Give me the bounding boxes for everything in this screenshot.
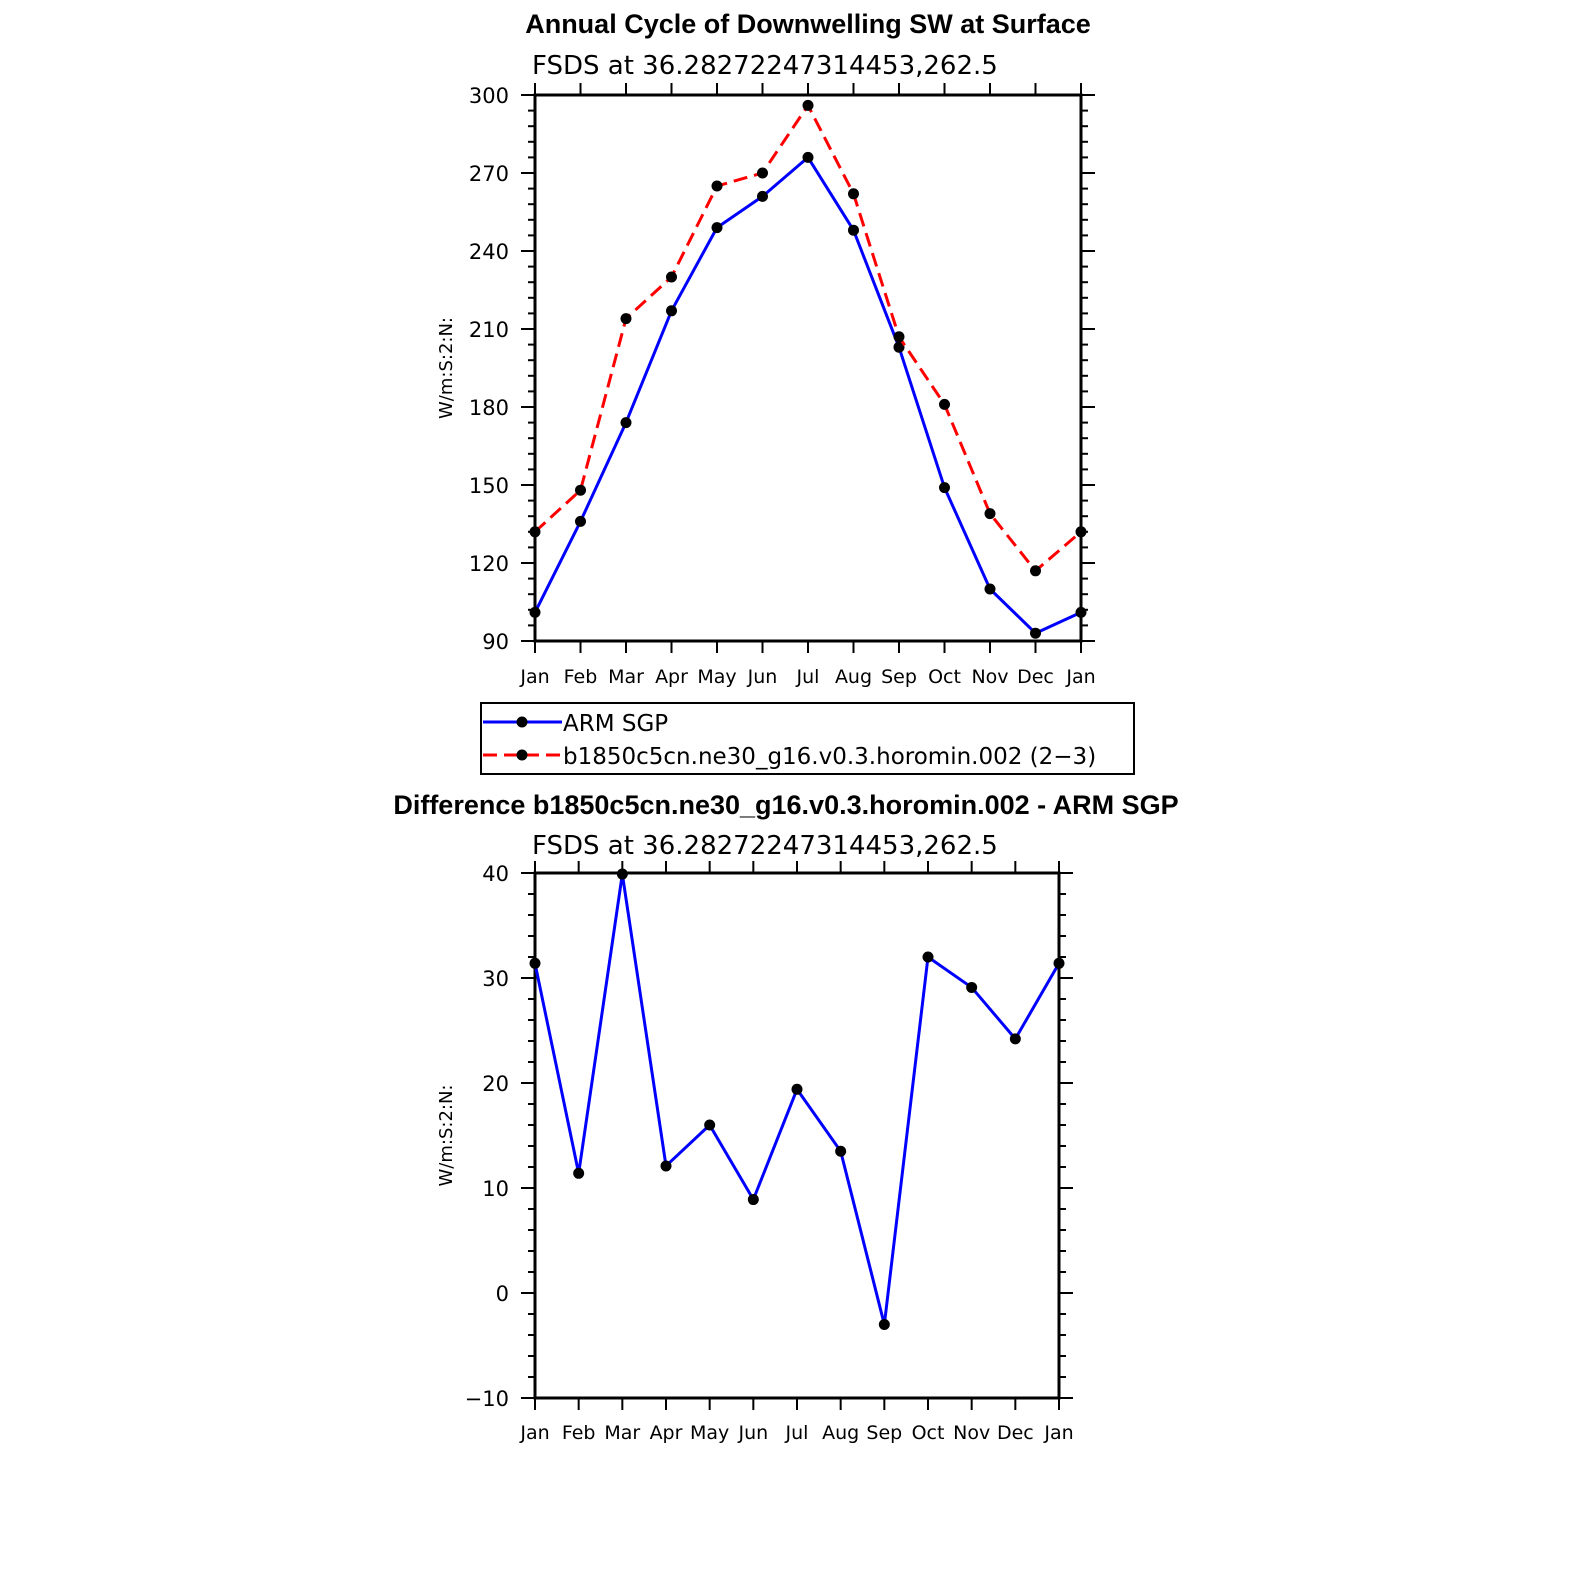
y-tick-label: 30 <box>482 967 509 991</box>
y-tick-label: 40 <box>482 862 509 886</box>
x-tick-label: Jan <box>519 666 549 688</box>
y-axis-label: W/m:S:2:N: <box>436 317 457 419</box>
x-tick-label: Jun <box>747 666 778 688</box>
x-tick-label: Feb <box>562 1422 596 1444</box>
legend-box <box>480 702 1135 775</box>
data-point <box>1075 526 1087 538</box>
data-point <box>573 1167 585 1179</box>
chart-1: Annual Cycle of Downwelling SW at Surfac… <box>436 9 1135 775</box>
x-tick-label: May <box>697 666 736 688</box>
data-point <box>1009 1033 1021 1045</box>
plot-frame <box>533 93 1083 643</box>
data-point <box>966 981 978 993</box>
series-line-1 <box>533 872 1061 1326</box>
y-tick-label: 270 <box>469 162 509 186</box>
y-tick-label: 0 <box>496 1282 509 1306</box>
legend-marker <box>516 716 528 728</box>
data-point <box>704 1119 716 1131</box>
x-tick-label: Apr <box>655 666 688 688</box>
data-point <box>1053 957 1065 969</box>
y-tick-label: 210 <box>469 318 509 342</box>
data-point <box>791 1083 803 1095</box>
x-tick-label: Jan <box>1065 666 1095 688</box>
data-point <box>984 508 996 520</box>
x-tick-label: Jul <box>796 666 820 688</box>
data-point <box>747 1194 759 1206</box>
x-tick-label: Sep <box>866 1422 902 1444</box>
chart-subtitle: FSDS at 36.28272247314453,262.5 <box>532 51 998 81</box>
data-point <box>529 957 541 969</box>
data-point <box>711 180 723 192</box>
data-point <box>848 188 859 200</box>
data-point <box>939 482 950 494</box>
data-point <box>878 1319 890 1330</box>
data-point <box>616 868 628 880</box>
x-tick-label: Feb <box>564 666 598 688</box>
y-tick-label: 150 <box>469 474 509 498</box>
data-point <box>529 606 541 618</box>
data-point <box>802 151 814 163</box>
x-tick-label: Aug <box>822 1422 859 1444</box>
data-point <box>1030 627 1041 639</box>
x-tick-label: Sep <box>881 666 917 688</box>
data-point <box>984 583 996 595</box>
data-point <box>529 526 541 538</box>
x-tick-label: Apr <box>650 1422 683 1444</box>
data-point <box>575 515 586 527</box>
data-point <box>575 484 586 496</box>
plot-frame <box>533 871 1061 1400</box>
data-point <box>757 167 768 179</box>
data-point <box>666 305 677 317</box>
y-tick-label: 120 <box>469 552 509 576</box>
data-point <box>893 341 905 353</box>
x-tick-label: Nov <box>953 1422 990 1444</box>
x-tick-label: Oct <box>928 666 961 688</box>
x-tick-label: May <box>690 1422 729 1444</box>
data-point <box>1030 565 1041 577</box>
chart-title: Annual Cycle of Downwelling SW at Surfac… <box>525 9 1091 39</box>
x-tick-label: Nov <box>971 666 1008 688</box>
x-tick-label: Aug <box>835 666 872 688</box>
x-tick-label: Mar <box>604 1422 640 1444</box>
legend-marker <box>516 749 528 761</box>
x-tick-label: Jan <box>1043 1422 1073 1444</box>
data-point <box>835 1145 847 1157</box>
data-point <box>922 951 934 963</box>
y-tick-label: 300 <box>469 84 509 108</box>
data-point <box>1075 606 1087 618</box>
legend-entry-1: ARM SGP <box>563 711 668 737</box>
y-tick-label: −10 <box>465 1387 509 1411</box>
x-tick-label: Jun <box>737 1422 768 1444</box>
y-tick-label: 20 <box>482 1072 509 1096</box>
y-axis-label: W/m:S:2:N: <box>436 1085 457 1187</box>
legend-entry-2: b1850c5cn.ne30_g16.v0.3.horomin.002 (2−3… <box>563 744 1096 770</box>
data-point <box>666 271 677 283</box>
data-point <box>711 222 723 234</box>
data-point <box>848 224 859 236</box>
x-tick-label: Jan <box>519 1422 549 1444</box>
data-point <box>620 313 632 325</box>
series-line-2 <box>533 103 1082 573</box>
series-line-1 <box>533 155 1082 635</box>
data-point <box>620 417 632 429</box>
data-point <box>802 99 814 111</box>
chart-2: Difference b1850c5cn.ne30_g16.v0.3.horom… <box>393 790 1178 1444</box>
x-tick-label: Dec <box>997 1422 1034 1444</box>
y-tick-label: 90 <box>482 630 509 654</box>
x-tick-label: Dec <box>1017 666 1054 688</box>
chart-subtitle: FSDS at 36.28272247314453,262.5 <box>532 831 998 861</box>
data-point <box>893 331 905 343</box>
y-tick-label: 240 <box>469 240 509 264</box>
x-tick-label: Jul <box>785 1422 809 1444</box>
data-point <box>660 1160 672 1172</box>
data-point <box>939 398 950 410</box>
data-point <box>757 190 768 202</box>
y-tick-label: 10 <box>482 1177 509 1201</box>
chart-title: Difference b1850c5cn.ne30_g16.v0.3.horom… <box>393 790 1178 820</box>
y-tick-label: 180 <box>469 396 509 420</box>
x-tick-label: Oct <box>912 1422 945 1444</box>
x-tick-label: Mar <box>608 666 644 688</box>
legend: ARM SGP b1850c5cn.ne30_g16.v0.3.horomin.0… <box>480 702 1135 775</box>
